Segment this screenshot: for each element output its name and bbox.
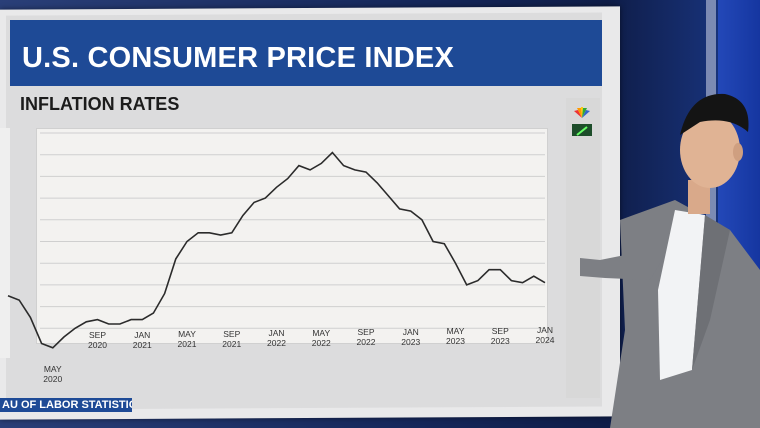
x-tick-label: SEP 2020 bbox=[88, 330, 107, 350]
x-tick-label: JAN 2022 bbox=[267, 328, 286, 348]
x-tick-label: JAN 2023 bbox=[401, 326, 421, 347]
chart-subtitle: INFLATION RATES bbox=[20, 94, 180, 114]
pen-icon[interactable] bbox=[572, 124, 592, 136]
x-tick-label: MAY 2022 bbox=[311, 327, 331, 348]
title-band bbox=[10, 20, 602, 86]
right-side-panel bbox=[566, 98, 600, 398]
nbc-peacock-icon bbox=[572, 106, 592, 118]
x-tick-label: SEP 2021 bbox=[222, 328, 242, 349]
x-tick-label: JAN 2021 bbox=[132, 329, 152, 350]
x-tick-label: SEP 2022 bbox=[356, 327, 376, 347]
x-tick-label: MAY 2023 bbox=[446, 326, 465, 346]
studio-pillar bbox=[706, 0, 716, 428]
x-tick-label: MAY 2021 bbox=[177, 329, 197, 349]
source-caption: AU OF LABOR STATISTICS bbox=[0, 398, 132, 412]
page-title: U.S. CONSUMER PRICE INDEX bbox=[22, 42, 454, 74]
plot-panel bbox=[36, 128, 548, 344]
inflation-series-line bbox=[7, 151, 546, 349]
x-tick-label: SEP 2023 bbox=[490, 325, 510, 346]
presenter-figure bbox=[580, 93, 760, 428]
left-edge-strip bbox=[0, 128, 10, 358]
x-tick-label: MAY 2020 bbox=[43, 364, 63, 384]
x-tick-label: JAN 2024 bbox=[535, 325, 555, 345]
